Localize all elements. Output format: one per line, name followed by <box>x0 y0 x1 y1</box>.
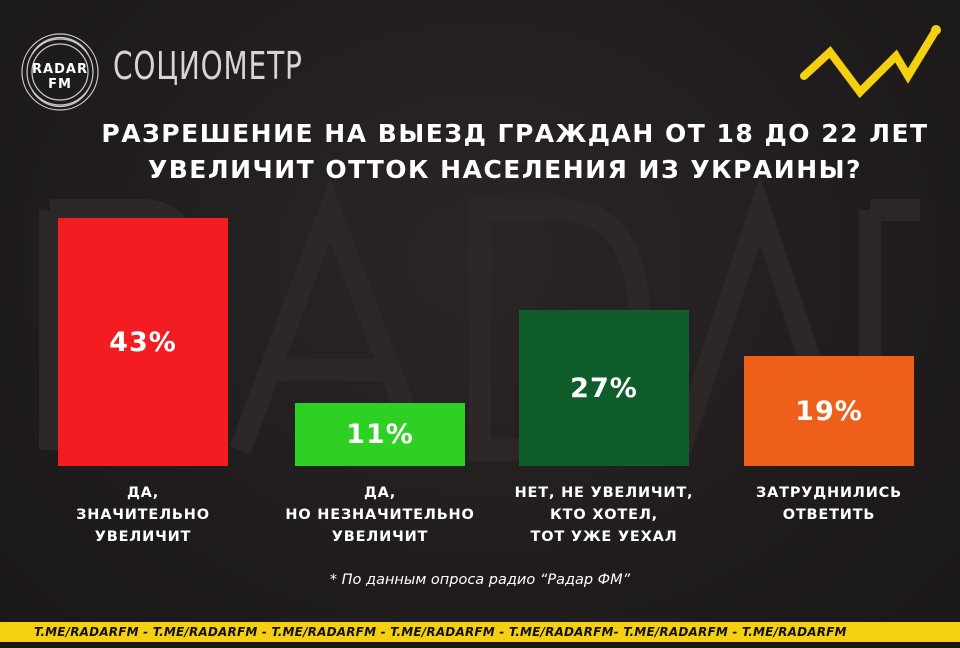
title-line-1: РАЗРЕШЕНИЕ НА ВЫЕЗД ГРАЖДАН ОТ 18 ДО 22 … <box>101 119 929 148</box>
category-label: ДА, НО НЕЗНАЧИТЕЛЬНО УВЕЛИЧИТ <box>285 485 475 545</box>
category-label: НЕТ, НЕ УВЕЛИЧИТ, КТО ХОТЕЛ, ТОТ УЖЕ УЕХ… <box>514 485 694 545</box>
bottom-strip <box>0 642 960 648</box>
chart-title: РАЗРЕШЕНИЕ НА ВЫЕЗД ГРАЖДАН ОТ 18 ДО 22 … <box>60 116 940 188</box>
bar-1: 43% <box>58 218 228 466</box>
bar-value-label: 27% <box>570 372 638 404</box>
bar-4: 19% <box>744 356 914 466</box>
category-label: ДА, ЗНАЧИТЕЛЬНО УВЕЛИЧИТ <box>76 485 210 545</box>
bar-2: 11% <box>295 403 465 466</box>
bar-value-label: 11% <box>346 419 414 450</box>
title-line-2: УВЕЛИЧИТ ОТТОК НАСЕЛЕНИЯ ИЗ УКРАИНЫ? <box>147 155 863 184</box>
brand-name: СОЦИОМЕТР <box>113 44 303 88</box>
radar-fm-logo: RADAR FM <box>20 32 100 112</box>
category-label: ЗАТРУДНИЛИСЬ ОТВЕТИТЬ <box>756 485 902 523</box>
trend-line-icon <box>800 25 941 99</box>
bar-3: 27% <box>519 310 689 466</box>
bar-value-label: 19% <box>795 395 863 427</box>
ticker-bar: T.ME/RADARFM - T.ME/RADARFM - T.ME/RADAR… <box>0 622 960 642</box>
bar-value-label: 43% <box>109 326 177 358</box>
logo-text: RADAR FM <box>32 62 88 92</box>
footnote: * По данным опроса радио “Радар ФМ” <box>329 572 631 588</box>
